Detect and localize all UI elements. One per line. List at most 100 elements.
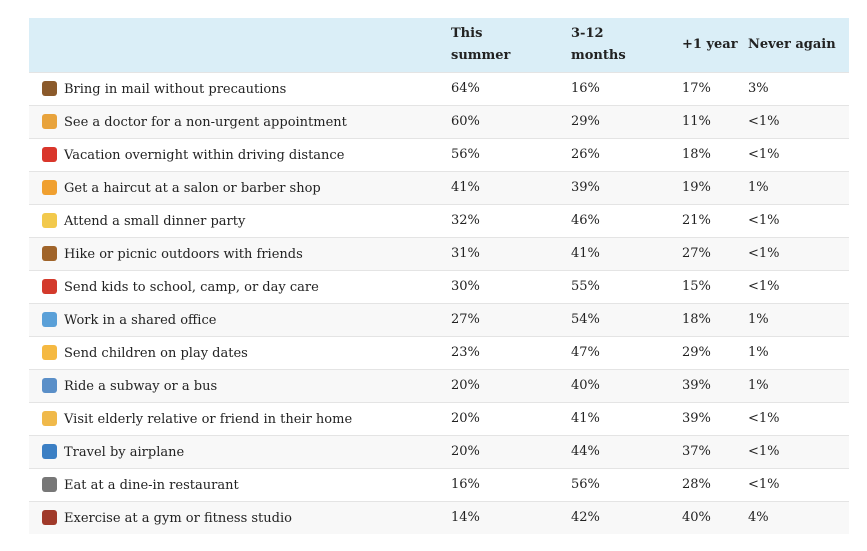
value-cell: 16% xyxy=(571,72,682,105)
value-text: 18% xyxy=(682,147,711,162)
value-cell: 14% xyxy=(451,501,571,534)
value-cell: 37% xyxy=(682,435,748,468)
value-text: 1% xyxy=(748,345,769,360)
activity-cell: See a doctor for a non-urgent appointmen… xyxy=(29,105,451,138)
value-cell: 17% xyxy=(682,72,748,105)
header-cell: +1 year xyxy=(682,18,748,72)
value-cell: 4% xyxy=(748,501,849,534)
activity-cell: Visit elderly relative or friend in thei… xyxy=(29,402,451,435)
value-cell: <1% xyxy=(748,105,849,138)
survey-table: This summer 3-12 months +1 year Never ag… xyxy=(29,18,849,534)
value-text: <1% xyxy=(748,114,780,129)
value-cell: 60% xyxy=(451,105,571,138)
table-row: Send kids to school, camp, or day care 30… xyxy=(29,270,849,303)
header-cell: This summer xyxy=(451,18,571,72)
value-cell: 28% xyxy=(682,468,748,501)
activity-label: Bring in mail without precautions xyxy=(64,81,287,97)
value-cell: 29% xyxy=(571,105,682,138)
value-text: 4% xyxy=(748,510,769,526)
value-text: 27% xyxy=(451,312,480,327)
activity-label: Exercise at a gym or fitness studio xyxy=(64,510,292,526)
table-row: Work in a shared office 27% 54% 18% 1% xyxy=(29,303,849,336)
value-cell: 55% xyxy=(571,270,682,303)
value-text: 32% xyxy=(451,213,480,228)
value-text: 37% xyxy=(682,444,711,459)
value-cell: <1% xyxy=(748,270,849,303)
value-text: 55% xyxy=(571,279,600,294)
value-text: 39% xyxy=(571,180,600,195)
value-text: 41% xyxy=(451,180,480,195)
value-text: 20% xyxy=(451,378,480,393)
value-text: 46% xyxy=(571,213,600,228)
icon xyxy=(42,476,57,492)
icon xyxy=(42,509,57,525)
value-cell: 23% xyxy=(451,336,571,369)
value-text: 54% xyxy=(571,312,600,327)
table-row: Visit elderly relative or friend in thei… xyxy=(29,402,849,435)
activity-cell: Vacation overnight within driving distan… xyxy=(29,138,451,171)
value-text: 17% xyxy=(682,81,711,96)
header-text: +1 year xyxy=(682,36,738,52)
header-text: This summer xyxy=(451,25,511,63)
value-cell: 56% xyxy=(451,138,571,171)
value-text: 27% xyxy=(682,246,711,261)
value-text: 41% xyxy=(571,246,600,261)
activity-label: Eat at a dine-in restaurant xyxy=(64,477,239,493)
activity-label: Travel by airplane xyxy=(64,444,185,460)
activity-cell: Travel by airplane xyxy=(29,435,451,468)
value-text: 3% xyxy=(748,81,769,96)
icon xyxy=(42,212,57,228)
value-cell: 42% xyxy=(571,501,682,534)
table-row: Get a haircut at a salon or barber shop 4… xyxy=(29,171,849,204)
activity-label: Send children on play dates xyxy=(64,345,248,361)
value-text: 40% xyxy=(571,378,600,393)
table-row: Travel by airplane 20% 44% 37% <1% xyxy=(29,435,849,468)
activity-label: Send kids to school, camp, or day care xyxy=(64,279,319,295)
value-text: 20% xyxy=(451,444,480,459)
value-text: 40% xyxy=(682,510,711,526)
value-cell: 16% xyxy=(451,468,571,501)
value-text: 47% xyxy=(571,345,600,360)
value-cell: 41% xyxy=(571,402,682,435)
value-cell: 39% xyxy=(682,369,748,402)
value-cell: <1% xyxy=(748,138,849,171)
value-cell: 21% xyxy=(682,204,748,237)
value-text: 29% xyxy=(682,345,711,360)
value-cell: 40% xyxy=(571,369,682,402)
value-text: 1% xyxy=(748,180,769,195)
value-cell: 41% xyxy=(571,237,682,270)
header-text: 3-12 months xyxy=(571,25,626,63)
table-body: Bring in mail without precautions 64% 16% 1… xyxy=(29,72,849,534)
value-text: 20% xyxy=(451,411,480,426)
value-cell: 20% xyxy=(451,435,571,468)
value-text: 28% xyxy=(682,477,711,492)
value-text: 21% xyxy=(682,213,711,228)
value-text: <1% xyxy=(748,213,780,228)
value-cell: 41% xyxy=(451,171,571,204)
icon xyxy=(42,245,57,261)
value-text: 15% xyxy=(682,279,711,294)
value-cell: <1% xyxy=(748,237,849,270)
icon xyxy=(42,377,57,393)
activity-label: Visit elderly relative or friend in thei… xyxy=(64,411,353,427)
value-cell: 29% xyxy=(682,336,748,369)
activity-label: Hike or picnic outdoors with friends xyxy=(64,246,303,262)
value-cell: <1% xyxy=(748,204,849,237)
value-text: 16% xyxy=(451,477,480,492)
value-text: 39% xyxy=(682,411,711,426)
table-row: Bring in mail without precautions 64% 16% 1… xyxy=(29,72,849,105)
value-text: 41% xyxy=(571,411,600,426)
value-cell: 20% xyxy=(451,369,571,402)
table-header: This summer 3-12 months +1 year Never ag… xyxy=(29,18,849,72)
value-text: 1% xyxy=(748,312,769,327)
value-cell: 26% xyxy=(571,138,682,171)
value-cell: 1% xyxy=(748,336,849,369)
table-row: Vacation overnight within driving distan… xyxy=(29,138,849,171)
value-cell: 1% xyxy=(748,171,849,204)
value-text: 14% xyxy=(451,510,480,526)
icon xyxy=(42,80,57,96)
value-cell: 39% xyxy=(571,171,682,204)
activity-label: See a doctor for a non-urgent appointmen… xyxy=(64,114,347,130)
value-cell: 15% xyxy=(682,270,748,303)
value-text: <1% xyxy=(748,246,780,261)
